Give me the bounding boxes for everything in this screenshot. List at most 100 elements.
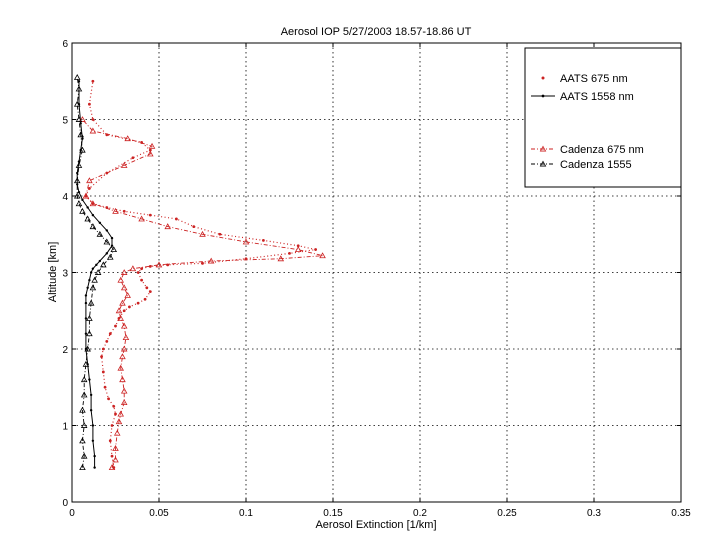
data-point bbox=[112, 207, 119, 214]
data-point bbox=[89, 409, 93, 412]
data-point bbox=[86, 206, 89, 209]
data-point bbox=[76, 183, 79, 186]
data-point bbox=[73, 74, 81, 80]
data-point bbox=[140, 278, 144, 282]
data-point bbox=[145, 286, 149, 290]
data-point bbox=[120, 399, 128, 406]
data-point bbox=[112, 445, 119, 451]
data-point bbox=[129, 265, 137, 272]
data-point bbox=[91, 213, 95, 217]
data-point bbox=[84, 301, 88, 305]
y-tick-label: 6 bbox=[62, 39, 68, 50]
x-tick-label: 0.35 bbox=[671, 508, 691, 519]
series-line bbox=[76, 77, 115, 468]
ticks: 0 0.05 0.1 0.15 0.2 0.25 0.3 0.35 0 1 2 3 4 5 6 bbox=[62, 39, 691, 519]
data-point bbox=[84, 345, 91, 352]
y-tick-label: 0 bbox=[62, 498, 68, 509]
data-point bbox=[166, 263, 170, 267]
data-point bbox=[120, 387, 128, 394]
data-point bbox=[81, 137, 84, 140]
data-point bbox=[91, 276, 98, 283]
data-point bbox=[117, 364, 124, 371]
data-point bbox=[122, 209, 126, 213]
data-point bbox=[75, 85, 83, 92]
grid bbox=[72, 43, 681, 502]
x-tick-label: 0.1 bbox=[239, 508, 253, 519]
data-point bbox=[117, 276, 124, 283]
data-point bbox=[77, 131, 84, 138]
data-point bbox=[242, 238, 250, 245]
data-point bbox=[88, 186, 91, 190]
data-point bbox=[114, 324, 117, 328]
y-tick-label: 2 bbox=[62, 345, 68, 356]
data-point bbox=[91, 424, 95, 427]
data-point bbox=[120, 345, 128, 352]
data-point bbox=[77, 80, 81, 83]
data-point bbox=[148, 142, 156, 149]
data-point bbox=[288, 251, 291, 255]
data-point bbox=[79, 146, 86, 153]
data-point bbox=[114, 412, 117, 416]
data-point bbox=[131, 156, 135, 160]
data-point bbox=[79, 437, 86, 444]
data-point bbox=[89, 200, 97, 207]
data-point bbox=[89, 223, 97, 230]
data-point bbox=[164, 223, 171, 230]
data-point bbox=[91, 267, 95, 270]
data-point bbox=[108, 464, 116, 471]
data-point bbox=[100, 261, 107, 268]
data-point bbox=[124, 292, 131, 298]
data-point bbox=[81, 198, 84, 202]
data-point bbox=[79, 116, 86, 122]
data-point bbox=[119, 353, 126, 360]
data-point bbox=[93, 466, 96, 469]
data-point bbox=[91, 79, 95, 83]
data-point bbox=[112, 456, 119, 463]
data-point bbox=[79, 406, 86, 413]
series-1 bbox=[76, 80, 114, 469]
legend-marker bbox=[539, 145, 547, 152]
data-point bbox=[136, 271, 140, 274]
data-point bbox=[101, 347, 105, 351]
y-axis-label: Altitude [km] bbox=[47, 242, 59, 303]
data-point bbox=[122, 334, 130, 341]
data-point bbox=[192, 225, 196, 229]
data-point bbox=[79, 122, 82, 125]
y-tick-label: 3 bbox=[62, 269, 68, 280]
legend-label: AATS 1558 nm bbox=[560, 91, 634, 103]
data-point bbox=[110, 424, 114, 427]
data-point bbox=[95, 263, 98, 267]
data-point bbox=[105, 229, 109, 232]
data-point bbox=[86, 314, 93, 321]
series-line bbox=[82, 119, 323, 468]
data-point bbox=[120, 161, 128, 168]
legend-marker bbox=[541, 94, 545, 98]
x-tick-label: 0 bbox=[69, 508, 75, 519]
data-point bbox=[84, 294, 88, 297]
data-point bbox=[108, 332, 112, 336]
legend-marker bbox=[541, 76, 545, 80]
data-point bbox=[73, 100, 81, 107]
data-point bbox=[91, 439, 95, 442]
data-point bbox=[88, 378, 91, 381]
data-point bbox=[148, 148, 152, 152]
data-point bbox=[110, 246, 118, 253]
data-point bbox=[88, 102, 91, 106]
data-point bbox=[89, 393, 93, 397]
data-point bbox=[89, 284, 97, 291]
data-point bbox=[120, 322, 128, 329]
data-point bbox=[79, 207, 86, 214]
data-point bbox=[93, 454, 96, 458]
y-tick-label: 4 bbox=[62, 192, 68, 203]
legend-label: Cadenza 1555 bbox=[560, 159, 632, 171]
data-point bbox=[294, 246, 302, 253]
data-point bbox=[113, 429, 121, 436]
data-point bbox=[76, 171, 79, 175]
data-point bbox=[80, 376, 88, 383]
data-point bbox=[75, 116, 83, 122]
data-point bbox=[147, 150, 154, 157]
data-point bbox=[110, 454, 114, 458]
data-point bbox=[96, 230, 104, 237]
data-point bbox=[124, 135, 131, 142]
